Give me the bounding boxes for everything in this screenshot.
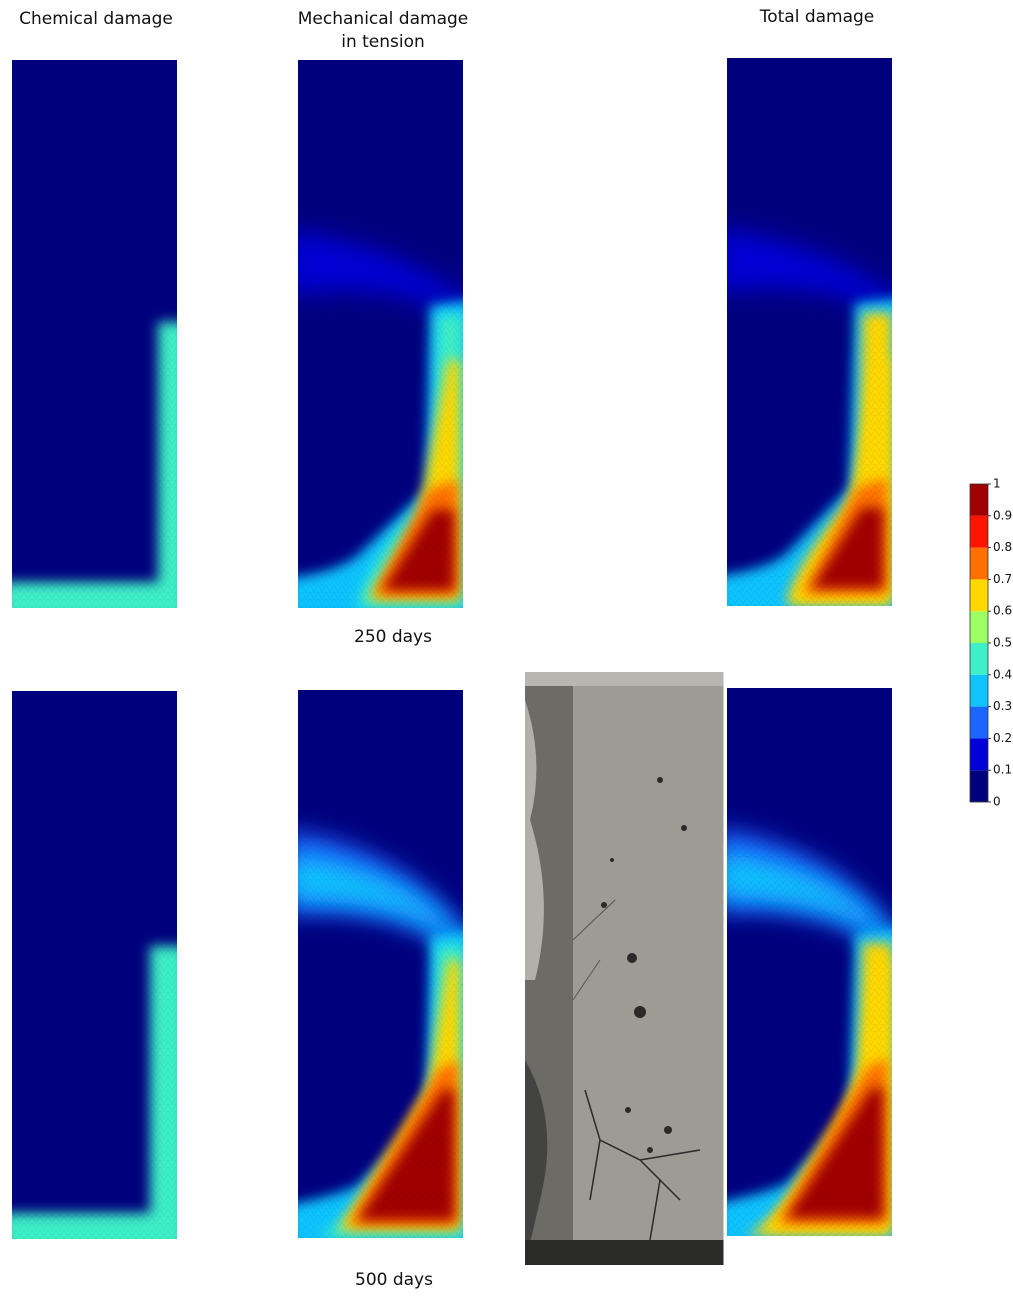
damage-panel — [12, 60, 177, 608]
damage-panel — [298, 60, 463, 608]
column-title: Chemical damage — [19, 9, 173, 29]
colorbar-tick-label: 0.1 — [993, 763, 1012, 777]
panel-field — [298, 60, 463, 608]
row-label: 500 days — [355, 1270, 433, 1290]
mesh — [298, 60, 463, 608]
colorbar-band — [970, 484, 988, 516]
colorbar-band — [970, 674, 988, 707]
colorbar-band — [970, 579, 988, 612]
row-label: 250 days — [354, 627, 432, 647]
damage-panel — [12, 691, 177, 1239]
panel-field — [12, 691, 177, 1239]
column-title: Mechanical damage — [298, 9, 469, 29]
colorbar-tick-label: 0.6 — [993, 604, 1012, 618]
colorbar-tick-label: 0.4 — [993, 667, 1012, 681]
colorbar-band — [970, 643, 988, 675]
colorbar-band — [970, 515, 988, 548]
colorbar-tick-label: 0 — [993, 795, 1001, 809]
colorbar-band — [970, 738, 988, 771]
colorbar-tick-label: 1 — [993, 477, 1001, 491]
panel-field — [12, 60, 177, 608]
colorbar-band — [970, 706, 988, 739]
colorbar-band — [970, 770, 988, 802]
colorbar-tick-label: 0.2 — [993, 731, 1012, 745]
mesh — [12, 60, 177, 608]
colorbar-tick-label: 0.7 — [993, 572, 1012, 586]
damage-panel — [727, 688, 892, 1236]
mesh — [12, 691, 177, 1239]
column-title: Total damage — [759, 7, 875, 27]
colorbar-tick-label: 0.8 — [993, 540, 1012, 554]
panel-field — [298, 690, 463, 1238]
panel-field — [727, 58, 892, 606]
mesh — [298, 690, 463, 1238]
column-title: in tension — [341, 32, 425, 52]
colorbar-band — [970, 611, 988, 643]
mesh — [727, 688, 892, 1236]
photo — [525, 672, 724, 1265]
colorbar-tick-label: 0.9 — [993, 508, 1012, 522]
colorbar-tick-label: 0.5 — [993, 636, 1012, 650]
colorbar-band — [970, 547, 988, 580]
colorbar-tick-label: 0.3 — [993, 699, 1012, 713]
mesh — [727, 58, 892, 606]
damage-panel — [727, 58, 892, 606]
panel-field — [727, 688, 892, 1236]
damage-panel — [298, 690, 463, 1238]
